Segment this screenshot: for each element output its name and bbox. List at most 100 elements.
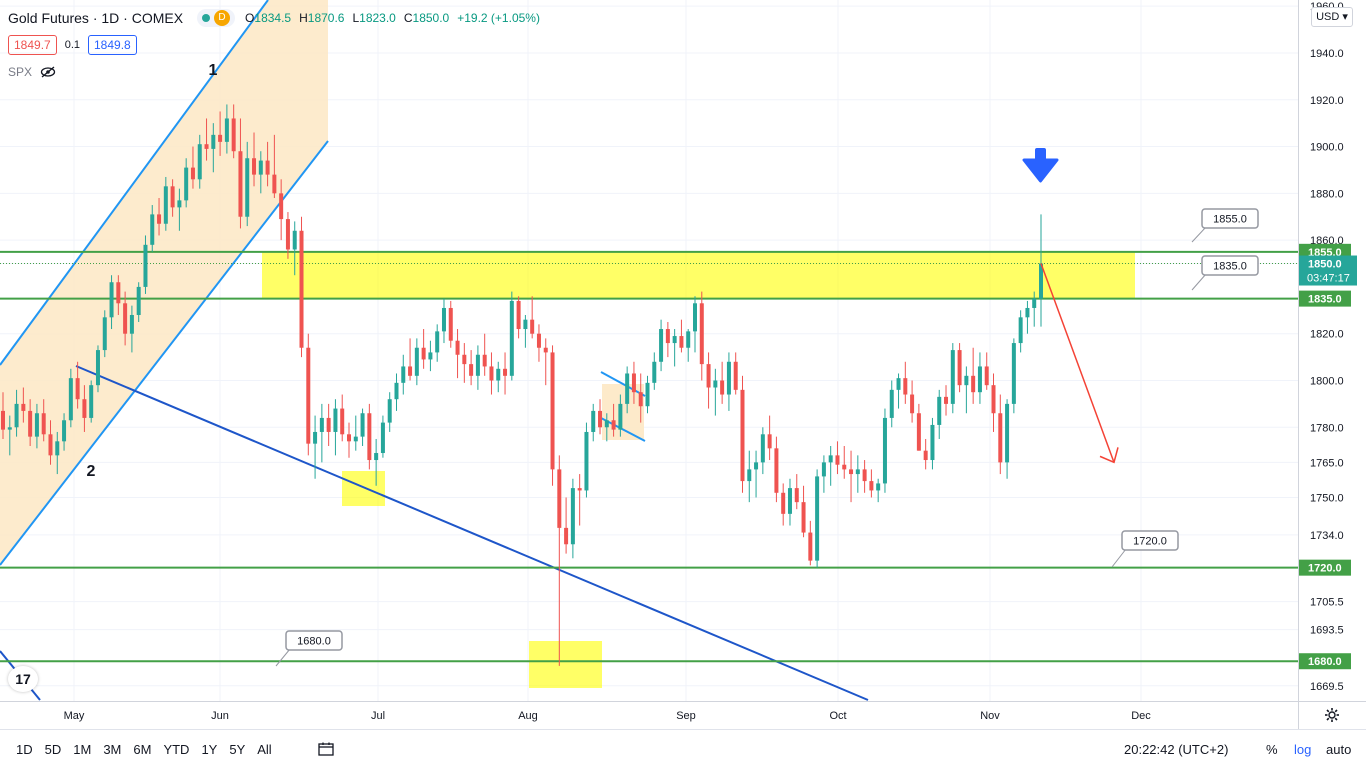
candle-body: [726, 361, 731, 395]
auto-scale-toggle[interactable]: auto: [1326, 742, 1352, 757]
candle: [706, 352, 711, 409]
price-axis: 1960.01940.01920.01900.01880.01860.01850…: [1299, 1, 1357, 693]
candle: [190, 146, 195, 189]
candle: [1011, 338, 1016, 414]
candle-body: [82, 399, 87, 418]
candle-body: [977, 366, 982, 393]
candle-body: [849, 469, 854, 475]
price-axis-label: 1669.5: [1310, 681, 1344, 693]
hide-eye-icon[interactable]: [40, 66, 56, 78]
candle: [41, 399, 46, 442]
candle-body: [801, 502, 806, 533]
percent-scale-toggle[interactable]: %: [1266, 742, 1278, 757]
candle-body: [774, 448, 779, 493]
range-all[interactable]: All: [257, 742, 272, 757]
low-label: L: [352, 11, 360, 25]
candle-body: [876, 483, 881, 491]
log-scale-toggle[interactable]: log: [1294, 742, 1312, 757]
range-ytd[interactable]: YTD: [163, 742, 190, 757]
candle-body: [401, 366, 406, 383]
range-1d[interactable]: 1D: [16, 742, 33, 757]
candle: [123, 291, 128, 346]
buy-button[interactable]: 1849.8: [88, 35, 137, 55]
candle: [591, 403, 596, 442]
candle-body: [964, 375, 969, 386]
price-axis-label: 1693.5: [1310, 625, 1344, 637]
candle: [733, 352, 738, 395]
price-axis-label: 1734.0: [1310, 530, 1344, 542]
candle-body: [679, 336, 684, 348]
compare-symbol-label[interactable]: SPX: [8, 65, 33, 79]
price-note-box: [285, 630, 343, 651]
candle: [82, 385, 87, 432]
candle: [964, 366, 969, 414]
tradingview-logo-icon[interactable]: 17: [8, 666, 38, 692]
plot-area: 1855.0 1835.0 1720.0 1680.0 1 2: [0, 0, 1298, 701]
sell-button[interactable]: 1849.7: [8, 35, 57, 55]
candle-body: [252, 158, 257, 175]
chart-header: Gold Futures · 1D · COMEX D O1834.5 H187…: [8, 9, 540, 27]
price-note-connector: [1111, 548, 1127, 568]
candle: [977, 352, 982, 404]
candle: [252, 132, 257, 187]
high-value: 1870.6: [307, 11, 345, 25]
candle-body: [265, 160, 270, 175]
time-axis-label: May: [64, 710, 85, 722]
candle: [129, 305, 134, 353]
candle-body: [326, 417, 331, 432]
candle-body: [869, 481, 874, 491]
range-6m[interactable]: 6M: [133, 742, 152, 757]
candle: [197, 134, 202, 189]
candle: [319, 403, 324, 463]
candle-body: [204, 144, 209, 149]
currency-selector[interactable]: USD ▾: [1311, 7, 1353, 27]
candle-body: [584, 431, 589, 491]
candle-body: [781, 492, 786, 514]
time-axis-label: Dec: [1131, 710, 1151, 722]
candle: [75, 361, 80, 409]
range-1m[interactable]: 1M: [73, 742, 92, 757]
candle: [245, 141, 250, 227]
candle: [855, 455, 860, 493]
candle: [380, 415, 385, 458]
candle-body: [937, 396, 942, 425]
candle-body: [68, 378, 73, 421]
candle: [523, 314, 528, 348]
candle: [285, 212, 290, 259]
range-5y[interactable]: 5Y: [229, 742, 246, 757]
candle: [598, 399, 603, 435]
candle-body: [699, 303, 704, 365]
candle: [713, 368, 718, 416]
candle: [726, 352, 731, 411]
down-arrow-marker-icon: [1022, 148, 1059, 183]
candle-body: [659, 329, 664, 362]
candle-body: [557, 469, 562, 528]
candle: [184, 158, 189, 208]
settings-gear-icon[interactable]: [1324, 707, 1340, 723]
candle: [516, 296, 521, 339]
low-value: 1823.0: [359, 11, 396, 25]
candle: [333, 399, 338, 456]
go-to-date-calendar-icon[interactable]: [318, 742, 334, 756]
candle: [34, 403, 39, 449]
candle-body: [503, 368, 508, 376]
candle-body: [720, 380, 725, 395]
open-label: O: [245, 11, 255, 25]
candle: [693, 296, 697, 353]
candle-body: [129, 314, 134, 334]
candle: [550, 345, 555, 486]
market-status[interactable]: D: [197, 9, 236, 27]
range-3m[interactable]: 3M: [103, 742, 122, 757]
candle: [14, 389, 19, 437]
candle: [21, 387, 26, 423]
symbol-title[interactable]: Gold Futures · 1D · COMEX: [8, 10, 184, 26]
range-5d[interactable]: 5D: [44, 742, 62, 757]
candle-body: [882, 417, 887, 484]
timezone-clock[interactable]: 20:22:42 (UTC+2): [1124, 742, 1229, 757]
candle-body: [957, 350, 962, 386]
price-chart[interactable]: 1855.01835.01720.01680.0121960.01940.019…: [0, 0, 1366, 729]
forecast-arrow-head: [1099, 447, 1119, 464]
range-1y[interactable]: 1Y: [201, 742, 218, 757]
candle: [1025, 300, 1030, 334]
candle-body: [55, 441, 60, 456]
